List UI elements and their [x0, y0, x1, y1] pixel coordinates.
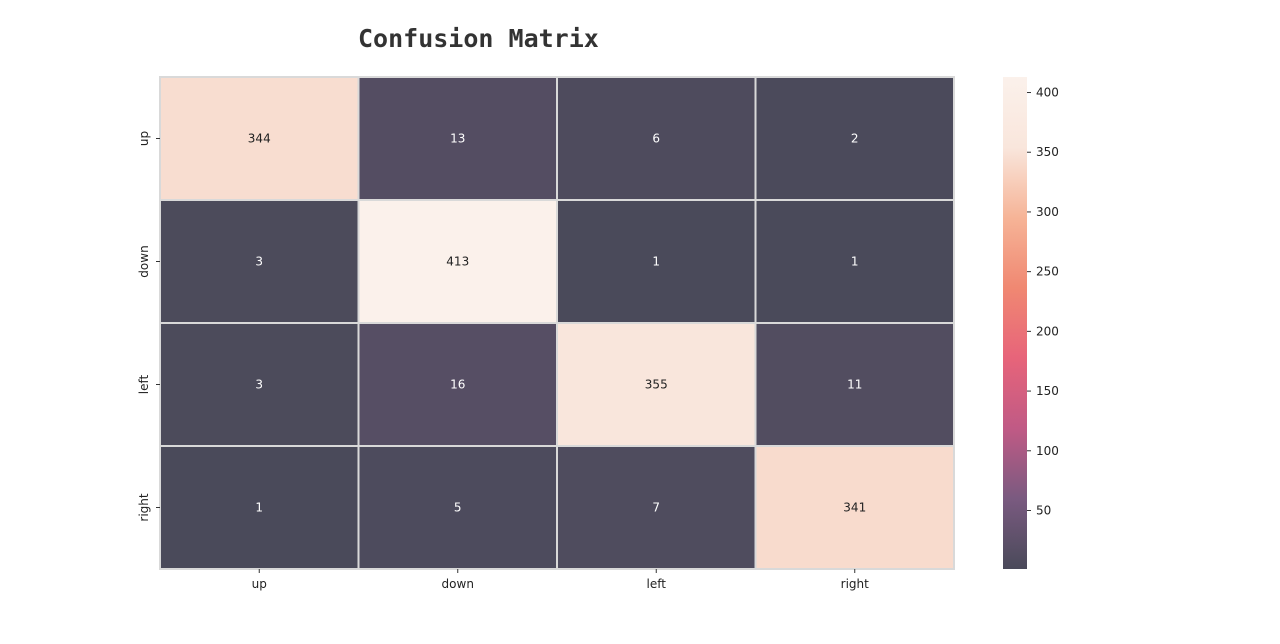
cell-value-label: 413	[446, 255, 469, 269]
cell-value-label: 341	[843, 501, 866, 515]
heatmap-cell-3-0	[159, 445, 360, 570]
heatmap-cell-0-0	[159, 76, 360, 201]
cell-value-label: 5	[454, 501, 462, 515]
colorbar	[1003, 77, 1027, 569]
y-tick-label: right	[137, 493, 151, 521]
cell-value-label: 3	[255, 378, 263, 392]
colorbar-layer: 50 100 150 200 250 300 350 400	[1003, 77, 1059, 569]
heatmap-cell-2-3	[754, 322, 955, 447]
cell-value-label: 1	[851, 255, 859, 269]
x-tick-label: right	[841, 577, 869, 591]
heatmap-cell-0-3	[754, 76, 955, 201]
heatmap-cell-1-1	[357, 199, 558, 324]
y-tick-label: up	[137, 131, 151, 146]
cell-value-label: 16	[450, 378, 465, 392]
heatmap-cell-3-3	[754, 445, 955, 570]
x-tick-label: left	[647, 577, 667, 591]
cell-value-label: 344	[248, 132, 271, 146]
colorbar-tick-label: 200	[1036, 324, 1059, 338]
colorbar-tick-label: 50	[1036, 503, 1051, 517]
heatmap-cell-1-0	[159, 199, 360, 324]
y-tick-label: down	[137, 245, 151, 277]
colorbar-tick-label: 350	[1036, 145, 1059, 159]
colorbar-tick-label: 250	[1036, 265, 1059, 279]
colorbar-tick-label: 100	[1036, 444, 1059, 458]
cell-value-label: 1	[255, 501, 263, 515]
chart-title: Confusion Matrix	[358, 24, 599, 53]
cell-value-label: 6	[652, 132, 660, 146]
x-tick-label: down	[442, 577, 474, 591]
heatmap-cell-0-2	[556, 76, 757, 201]
cell-value-label: 1	[652, 255, 660, 269]
cell-value-label: 13	[450, 132, 465, 146]
colorbar-tick-label: 400	[1036, 86, 1059, 100]
cell-value-label: 2	[851, 132, 859, 146]
x-tick-label: up	[252, 577, 267, 591]
colorbar-tick-label: 150	[1036, 384, 1059, 398]
cell-value-label: 11	[847, 378, 862, 392]
y-tick-label: left	[137, 374, 151, 394]
heatmap-cell-2-1	[357, 322, 558, 447]
heatmap-cell-1-3	[754, 199, 955, 324]
colorbar-tick-label: 300	[1036, 205, 1059, 219]
heatmap-cell-0-1	[357, 76, 558, 201]
heatmap-cell-3-1	[357, 445, 558, 570]
cell-value-label: 355	[645, 378, 668, 392]
cell-value-label: 7	[652, 501, 660, 515]
cell-value-label: 3	[255, 255, 263, 269]
